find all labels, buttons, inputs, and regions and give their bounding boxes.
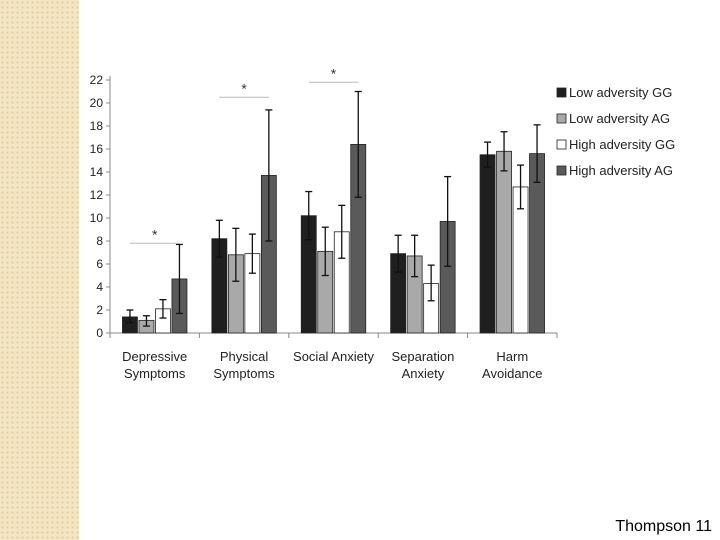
category-label: Social Anxiety — [293, 349, 374, 364]
y-tick-label: 20 — [90, 96, 104, 110]
legend-swatch — [556, 113, 567, 124]
legend-label: High adversity AG — [569, 163, 673, 178]
bar — [496, 150, 512, 334]
y-tick-label: 0 — [96, 326, 103, 340]
y-tick-label: 22 — [90, 73, 104, 87]
y-tick-label: 18 — [90, 119, 104, 133]
legend-label: Low adversity GG — [569, 85, 672, 100]
category-label: Depressive — [122, 349, 187, 364]
category-label: Symptoms — [213, 366, 275, 381]
y-tick-label: 10 — [90, 211, 104, 225]
significance-marker: * — [152, 226, 158, 242]
y-tick-label: 8 — [96, 234, 103, 248]
y-tick-label: 4 — [96, 280, 103, 294]
legend-swatch — [556, 165, 567, 176]
bar — [479, 154, 496, 334]
y-tick-label: 14 — [90, 165, 104, 179]
y-tick-label: 16 — [90, 142, 104, 156]
category-label: Avoidance — [482, 366, 542, 381]
category-label: Anxiety — [402, 366, 445, 381]
category-label: Physical — [220, 349, 269, 364]
category-label: Harm — [496, 349, 528, 364]
legend-swatch — [556, 139, 567, 150]
significance-marker: * — [241, 80, 247, 96]
category-label: Separation — [391, 349, 454, 364]
decorative-side-strip — [0, 0, 79, 540]
category-label: Symptoms — [124, 366, 186, 381]
y-tick-label: 12 — [90, 188, 104, 202]
y-tick-label: 6 — [96, 257, 103, 271]
legend-label: High adversity GG — [569, 137, 675, 152]
footer-citation: Thompson 11 — [615, 518, 712, 535]
y-tick-label: 2 — [96, 303, 103, 317]
significance-marker: * — [331, 65, 337, 81]
legend-swatch — [556, 87, 567, 98]
legend-label: Low adversity AG — [569, 111, 670, 126]
